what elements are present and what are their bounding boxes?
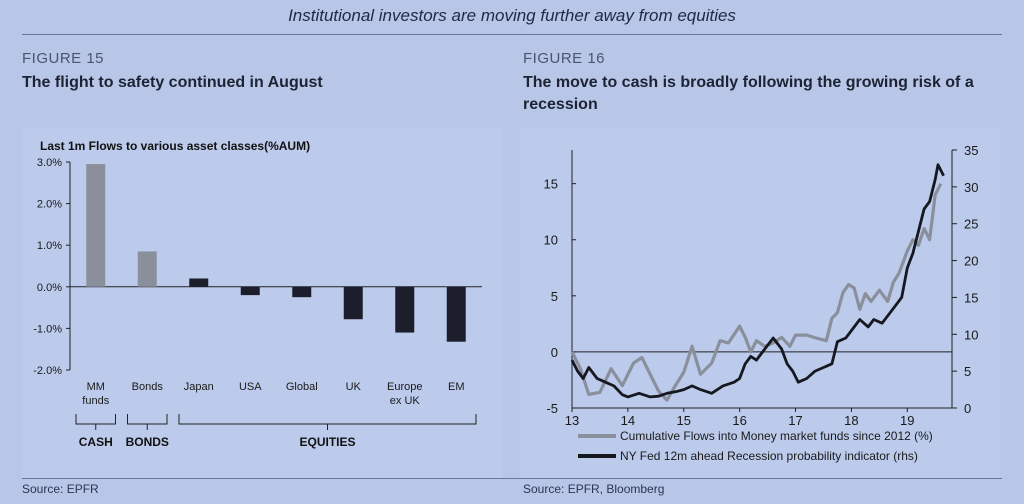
line-right-tick-label: 35 bbox=[964, 143, 978, 158]
figure-15-title: The flight to safety continued in August bbox=[22, 74, 323, 91]
bar-category-label: EM bbox=[448, 381, 465, 393]
bar-category-label: MM bbox=[87, 381, 105, 393]
line-x-tick-label: 17 bbox=[788, 413, 802, 428]
line-right-tick-label: 5 bbox=[964, 364, 971, 379]
line-chart: 15 10 5 0 -5 35 30 25 20 15 10 5 0 13 14 15 16 17 18 19Cumu… bbox=[544, 143, 979, 463]
bar-category-label: ex UK bbox=[390, 395, 421, 407]
bar-mm-funds bbox=[86, 164, 106, 287]
legend-label-1: Cumulative Flows into Money market funds… bbox=[620, 429, 933, 443]
series-line-2 bbox=[570, 163, 945, 399]
group-bracket bbox=[127, 414, 168, 425]
legend-label-2: NY Fed 12m ahead Recession probability i… bbox=[620, 449, 918, 463]
figure-16-number: FIGURE 16 bbox=[523, 50, 606, 67]
bar-y-tick-label: 2.0% bbox=[37, 199, 62, 211]
bar-japan bbox=[189, 278, 209, 287]
line-left-tick-label: 10 bbox=[544, 233, 558, 248]
figure-15-number: FIGURE 15 bbox=[22, 50, 105, 67]
bar-y-tick-label: 1.0% bbox=[37, 240, 62, 252]
line-x-tick-label: 15 bbox=[677, 413, 691, 428]
line-left-tick-label: 0 bbox=[551, 345, 558, 360]
group-label: EQUITIES bbox=[299, 435, 355, 449]
figure-16-source: Source: EPFR, Bloomberg bbox=[523, 482, 665, 496]
bar-chart: Last 1m Flows to various asset classes(%… bbox=[33, 139, 482, 449]
line-x-tick-label: 16 bbox=[732, 413, 746, 428]
line-right-tick-label: 0 bbox=[964, 401, 971, 416]
headline: Institutional investors are moving furth… bbox=[288, 6, 736, 25]
line-left-tick-label: 15 bbox=[544, 177, 558, 192]
bar-em bbox=[446, 286, 466, 342]
line-x-tick-label: 18 bbox=[844, 413, 858, 428]
bar-y-tick-label: -2.0% bbox=[33, 365, 62, 377]
bar-category-label: USA bbox=[239, 381, 262, 393]
bar-category-label: Global bbox=[286, 381, 318, 393]
bar-europe-ex-uk bbox=[395, 286, 415, 333]
bar-category-label: funds bbox=[82, 395, 109, 407]
figure-15-source: Source: EPFR bbox=[22, 482, 99, 496]
bar-bonds bbox=[137, 251, 157, 287]
line-right-tick-label: 20 bbox=[964, 254, 978, 269]
series-line-1 bbox=[570, 182, 943, 402]
figure-16-title-line1: The move to cash is broadly following th… bbox=[523, 74, 974, 91]
line-right-tick-label: 30 bbox=[964, 180, 978, 195]
bar-category-label: Europe bbox=[387, 381, 422, 393]
bar-y-tick-label: -1.0% bbox=[33, 323, 62, 335]
line-x-tick-label: 13 bbox=[565, 413, 579, 428]
bar-chart-title: Last 1m Flows to various asset classes(%… bbox=[40, 139, 310, 153]
line-right-tick-label: 10 bbox=[964, 327, 978, 342]
group-label: CASH bbox=[79, 435, 113, 449]
bar-y-tick-label: 3.0% bbox=[37, 157, 62, 169]
bar-category-label: UK bbox=[346, 381, 362, 393]
group-label: BONDS bbox=[126, 435, 169, 449]
bar-chart-panel: Last 1m Flows to various asset classes(%… bbox=[22, 128, 502, 478]
line-chart-panel: 15 10 5 0 -5 35 30 25 20 15 10 5 0 13 14 15 16 17 18 19 Cumu… bbox=[520, 128, 1000, 478]
bar-uk bbox=[343, 286, 363, 320]
bar-category-label: Japan bbox=[184, 381, 214, 393]
line-left-tick-label: 5 bbox=[551, 289, 558, 304]
line-right-tick-label: 25 bbox=[964, 217, 978, 232]
group-bracket bbox=[178, 414, 477, 425]
line-x-tick-label: 19 bbox=[900, 413, 914, 428]
bottom-divider bbox=[22, 478, 1002, 479]
line-x-tick-label: 14 bbox=[621, 413, 635, 428]
line-left-tick-label: -5 bbox=[546, 401, 558, 416]
bar-global bbox=[292, 286, 312, 298]
bar-usa bbox=[240, 286, 260, 296]
group-bracket bbox=[75, 414, 116, 425]
line-right-tick-label: 15 bbox=[964, 290, 978, 305]
top-divider bbox=[22, 34, 1002, 35]
bar-category-label: Bonds bbox=[132, 381, 164, 393]
figure-16-title-line2: recession bbox=[523, 96, 598, 113]
bar-y-tick-label: 0.0% bbox=[37, 282, 62, 294]
